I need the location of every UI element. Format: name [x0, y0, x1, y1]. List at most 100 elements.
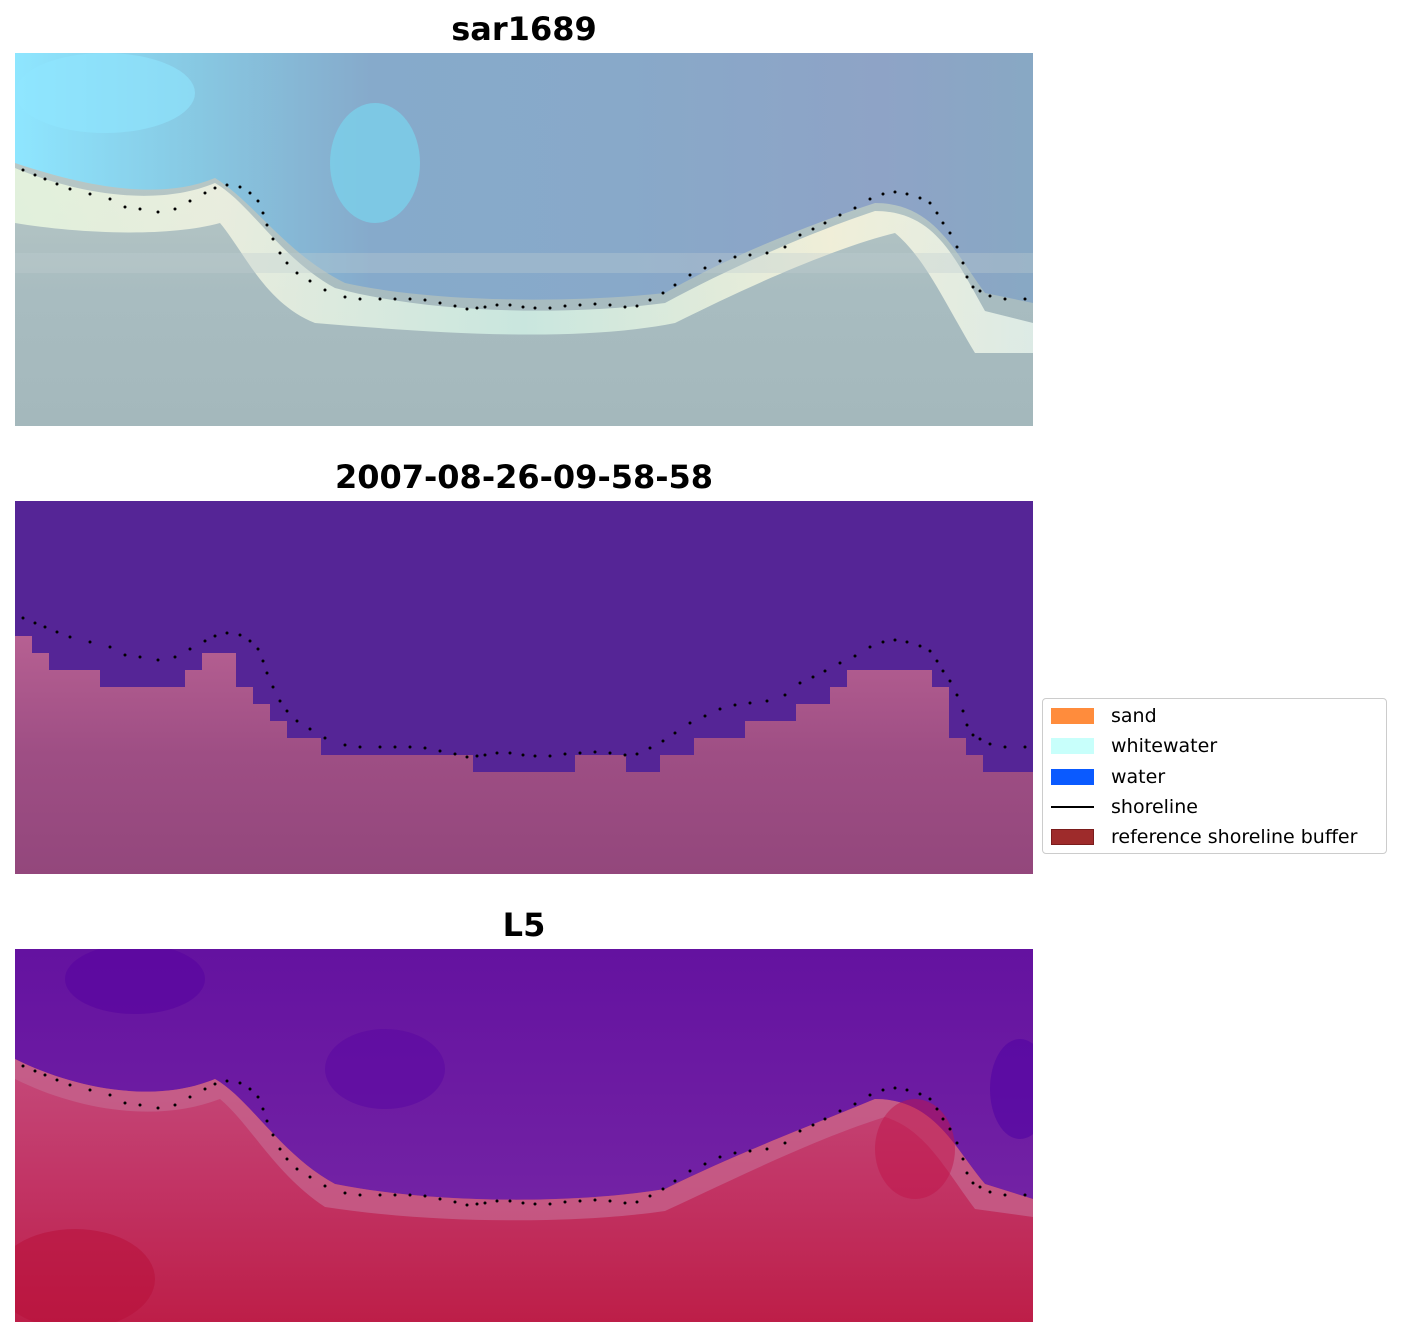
shoreline-point — [393, 1193, 397, 1197]
shoreline-point — [548, 1202, 552, 1206]
shoreline-point — [465, 307, 469, 311]
shoreline-point — [783, 245, 787, 249]
buffer-swatch — [1051, 829, 1094, 845]
shoreline-point — [88, 640, 92, 644]
shoreline-point — [285, 261, 289, 265]
shoreline-point — [308, 279, 312, 283]
shoreline-point — [623, 1201, 627, 1205]
shoreline-point — [703, 714, 707, 718]
shoreline-point — [438, 749, 442, 753]
shoreline-point — [673, 731, 677, 735]
shoreline-point — [783, 693, 787, 697]
legend-item-reference-buffer: reference shoreline buffer — [1051, 825, 1381, 849]
shoreline-point — [941, 669, 945, 673]
shoreline-point — [323, 1184, 327, 1188]
shoreline-point — [438, 301, 442, 305]
shoreline-point — [798, 233, 802, 237]
shoreline-point — [765, 251, 769, 255]
shoreline-point — [918, 196, 922, 200]
shoreline-point — [33, 1069, 37, 1073]
shoreline-point — [1003, 745, 1007, 749]
shoreline-point — [358, 745, 362, 749]
shoreline-dots — [21, 1064, 1027, 1207]
shoreline-point — [798, 681, 802, 685]
shoreline-point — [108, 645, 112, 649]
shoreline-point — [173, 1103, 177, 1107]
shoreline-point — [285, 1157, 289, 1161]
shoreline-point — [928, 649, 932, 653]
shoreline-point — [648, 1194, 652, 1198]
shoreline-point — [475, 1202, 479, 1206]
shoreline-point — [688, 1169, 692, 1173]
shoreline-point — [688, 721, 692, 725]
shoreline-point — [941, 221, 945, 225]
shoreline-point — [748, 253, 752, 257]
shoreline-point — [673, 1179, 677, 1183]
shoreline-point — [278, 251, 282, 255]
shoreline-point — [358, 297, 362, 301]
shoreline-point — [261, 659, 265, 663]
shoreline-point — [988, 742, 992, 746]
shoreline-point — [563, 304, 567, 308]
shoreline-point — [173, 655, 177, 659]
shoreline-point — [563, 752, 567, 756]
shoreline-point — [838, 1109, 842, 1113]
shoreline-point — [261, 211, 265, 215]
water-swatch — [1051, 769, 1094, 785]
shoreline-point — [188, 647, 192, 651]
shoreline-point — [965, 275, 969, 279]
shoreline-point — [868, 645, 872, 649]
shoreline-point — [508, 1199, 512, 1203]
shoreline-point — [838, 661, 842, 665]
shoreline-point — [608, 1199, 612, 1203]
shoreline-point — [256, 199, 260, 203]
shoreline-point — [343, 295, 347, 299]
classified-image — [15, 501, 1033, 874]
shoreline-point — [593, 750, 597, 754]
shoreline-point — [623, 753, 627, 757]
shoreline-point — [423, 1194, 427, 1198]
shoreline-point — [55, 182, 59, 186]
shoreline-point — [823, 1117, 827, 1121]
shoreline-point — [988, 294, 992, 298]
shoreline-point — [508, 751, 512, 755]
shoreline-point — [935, 1107, 939, 1111]
shoreline-point — [248, 639, 252, 643]
shoreline-point — [971, 733, 975, 737]
shoreline-point — [213, 634, 217, 638]
shoreline-point — [156, 1106, 160, 1110]
shoreline-point — [453, 752, 457, 756]
shoreline-point — [593, 302, 597, 306]
shoreline-point — [748, 1149, 752, 1153]
shoreline-point — [203, 639, 207, 643]
shoreline-point — [868, 1093, 872, 1097]
shoreline-point — [138, 655, 142, 659]
shoreline-point — [521, 305, 525, 309]
shoreline-point — [271, 1133, 275, 1137]
shoreline-point — [548, 306, 552, 310]
shoreline-point — [188, 1095, 192, 1099]
shoreline-point — [661, 1187, 665, 1191]
panel-title-rgb: sar1689 — [451, 10, 597, 48]
shoreline-point — [323, 736, 327, 740]
shoreline-point — [948, 1127, 952, 1131]
shoreline-point — [393, 745, 397, 749]
shoreline-point — [648, 298, 652, 302]
shoreline-point — [893, 190, 897, 194]
shoreline-point — [271, 237, 275, 241]
shoreline-point — [265, 671, 269, 675]
shoreline-point — [423, 746, 427, 750]
shoreline-point — [295, 271, 299, 275]
shoreline-point — [661, 291, 665, 295]
shoreline-point — [256, 1095, 260, 1099]
shoreline-point — [893, 638, 897, 642]
shoreline-point — [43, 1073, 47, 1077]
shoreline-point — [188, 199, 192, 203]
shoreline-point — [213, 186, 217, 190]
shoreline-point — [123, 205, 127, 209]
sand-swatch — [1051, 708, 1094, 724]
shoreline-point — [578, 303, 582, 307]
shoreline-point — [733, 1151, 737, 1155]
shoreline-point — [438, 1197, 442, 1201]
legend-label: water — [1111, 766, 1166, 788]
